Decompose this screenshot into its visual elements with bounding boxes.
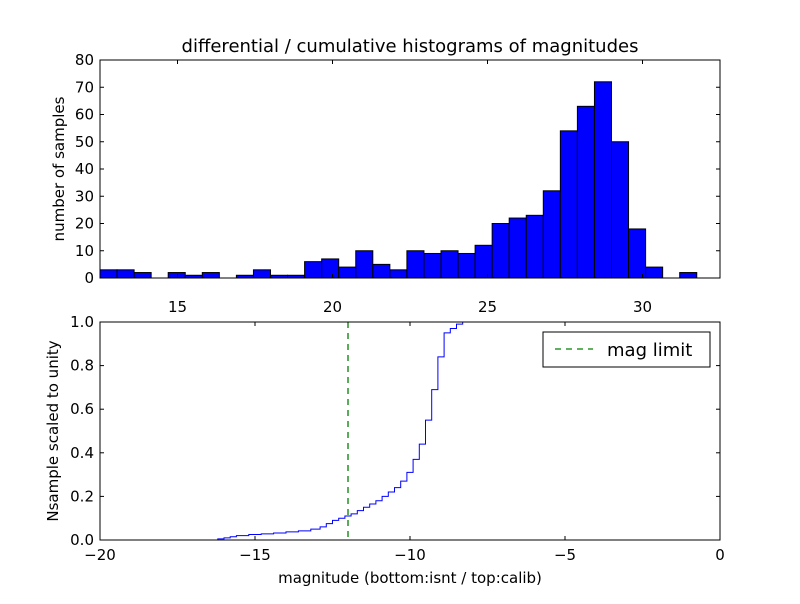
histogram-bar [491, 223, 510, 279]
histogram-bar [508, 217, 527, 279]
top-y-tick-label: 40 [75, 160, 94, 178]
cumulative-step-line [100, 321, 482, 541]
histogram-bar [201, 272, 220, 279]
bottom-y-tick-label: 0.0 [70, 531, 94, 549]
top-y-tick-label: 80 [75, 51, 94, 69]
histogram-bar [679, 272, 698, 279]
legend-box [542, 331, 711, 368]
top-x-tick-label: 20 [323, 298, 342, 316]
top-axis-ticks: 0 10 20 30 40 50 60 70 80 15 20 25 30 [75, 51, 720, 316]
bottom-y-tick-label: 1.0 [70, 313, 94, 331]
histogram-bar [423, 252, 442, 279]
histogram-bar [321, 258, 340, 279]
histogram-bar [542, 190, 561, 279]
histogram-bar [611, 141, 630, 279]
top-y-tick-label: 60 [75, 106, 94, 124]
bottom-y-tick-label: 0.6 [70, 400, 94, 418]
histogram-bar [559, 130, 578, 279]
top-y-tick-label: 50 [75, 133, 94, 151]
bottom-x-axis-label: magnitude (bottom:isnt / top:calib) [278, 569, 542, 587]
histogram-bar [576, 105, 595, 279]
histogram-bar [406, 250, 425, 279]
histogram-bar [389, 269, 408, 279]
top-y-tick-label: 70 [75, 78, 94, 96]
top-chart-title: differential / cumulative histograms of … [182, 36, 639, 57]
histogram-bar [252, 269, 271, 279]
histogram-bar [474, 244, 493, 279]
bottom-x-tick-label: −15 [239, 546, 271, 564]
histogram-bar [116, 269, 135, 279]
histogram-bar [99, 269, 118, 279]
legend-entry-mag-limit: mag limit [607, 340, 692, 361]
bottom-plot-frame [99, 321, 721, 541]
top-plot-frame [99, 59, 721, 279]
top-y-tick-label: 0 [84, 269, 94, 287]
histogram-bar [457, 252, 476, 279]
top-y-tick-label: 10 [75, 242, 94, 260]
bottom-x-tick-label: −20 [84, 546, 116, 564]
bottom-axis-ticks: 0.0 0.2 0.4 0.6 0.8 1.0 −20 −15 −10 −5 0 [70, 313, 725, 564]
histogram-bar [593, 81, 613, 279]
histogram-bar [167, 272, 186, 279]
bottom-x-tick-label: −10 [394, 546, 426, 564]
histogram-bar [628, 228, 647, 279]
histogram-bar [440, 250, 459, 279]
top-x-tick-label: 15 [168, 298, 187, 316]
bottom-x-tick-label: 0 [715, 546, 725, 564]
top-x-tick-label: 25 [478, 298, 497, 316]
histogram-bar [304, 261, 323, 279]
histogram-bar [133, 272, 152, 279]
histogram-bar [525, 214, 544, 279]
bottom-y-tick-label: 0.2 [70, 487, 94, 505]
bottom-y-tick-label: 0.8 [70, 357, 94, 375]
histogram-bar [372, 263, 391, 279]
histogram-bar [355, 250, 374, 279]
top-x-tick-label: 30 [633, 298, 652, 316]
top-y-tick-label: 20 [75, 215, 94, 233]
top-y-tick-label: 30 [75, 187, 94, 205]
bottom-y-axis-label: Nsample scaled to unity [44, 340, 62, 521]
histogram-bar [338, 266, 357, 279]
bottom-y-tick-label: 0.4 [70, 444, 94, 462]
bottom-x-tick-label: −5 [554, 546, 576, 564]
top-histogram-bars [99, 81, 698, 279]
histogram-bar [645, 266, 664, 279]
top-y-axis-label: number of samples [50, 96, 68, 241]
bottom-cumulative-plot [100, 321, 482, 541]
legend: mag limit [542, 331, 711, 368]
